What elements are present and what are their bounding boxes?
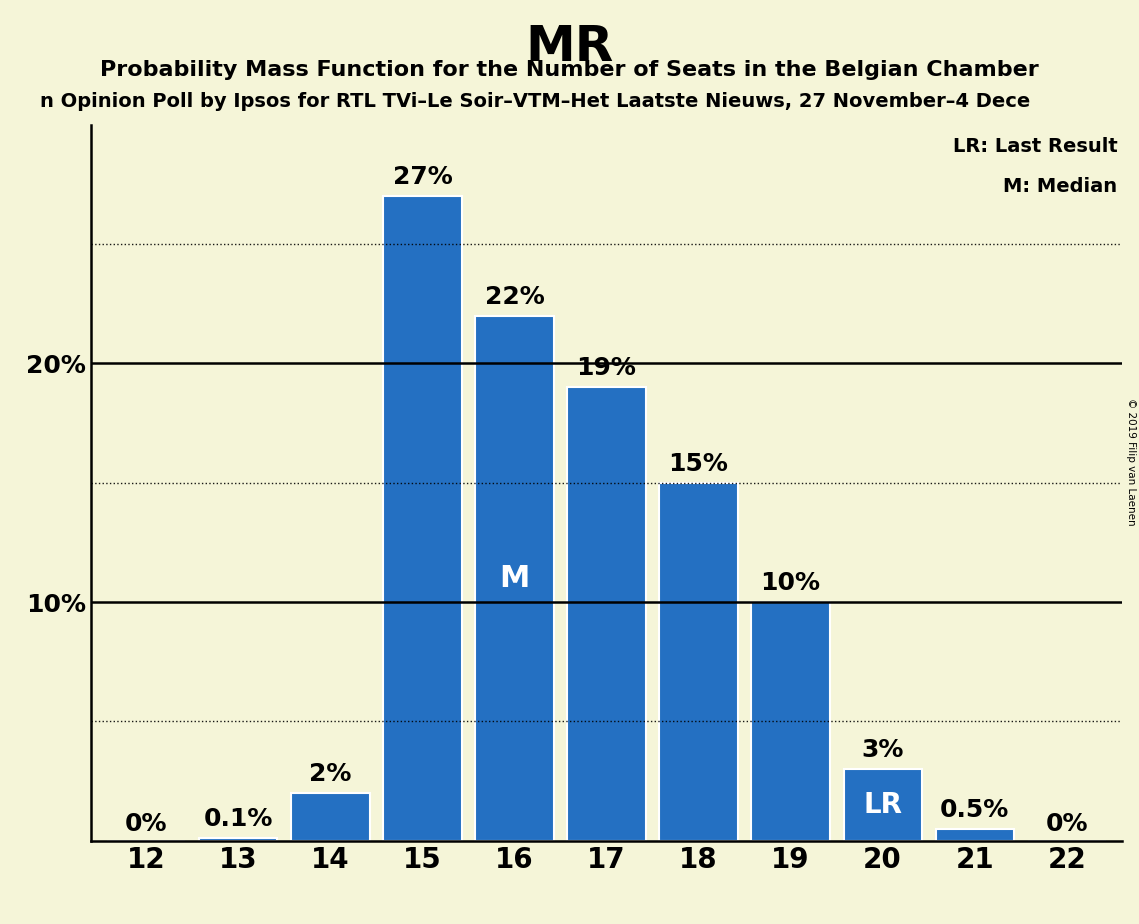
Bar: [935, 829, 1014, 841]
Text: 10%: 10%: [761, 571, 820, 595]
Text: 3%: 3%: [861, 738, 904, 762]
Bar: [475, 316, 554, 841]
Text: LR: LR: [863, 791, 902, 819]
Text: 0%: 0%: [125, 812, 167, 836]
Text: M: M: [499, 564, 530, 593]
Bar: [199, 838, 278, 841]
Text: n Opinion Poll by Ipsos for RTL TVi–Le Soir–VTM–Het Laatste Nieuws, 27 November–: n Opinion Poll by Ipsos for RTL TVi–Le S…: [40, 92, 1031, 112]
Text: © 2019 Filip van Laenen: © 2019 Filip van Laenen: [1126, 398, 1136, 526]
Bar: [752, 602, 829, 841]
Text: 19%: 19%: [576, 356, 637, 380]
Text: Probability Mass Function for the Number of Seats in the Belgian Chamber: Probability Mass Function for the Number…: [100, 60, 1039, 80]
Text: 0.1%: 0.1%: [204, 808, 273, 832]
Bar: [659, 482, 738, 841]
Text: 2%: 2%: [309, 762, 352, 786]
Text: 0%: 0%: [1046, 812, 1088, 836]
Text: 0.5%: 0.5%: [940, 797, 1009, 821]
Text: 27%: 27%: [393, 165, 452, 189]
Bar: [567, 387, 646, 841]
Bar: [384, 197, 461, 841]
Text: 22%: 22%: [484, 285, 544, 309]
Text: MR: MR: [525, 23, 614, 71]
Text: LR: Last Result: LR: Last Result: [952, 137, 1117, 155]
Text: M: Median: M: Median: [1003, 177, 1117, 196]
Text: 15%: 15%: [669, 452, 729, 476]
Bar: [844, 769, 921, 841]
Bar: [292, 793, 369, 841]
